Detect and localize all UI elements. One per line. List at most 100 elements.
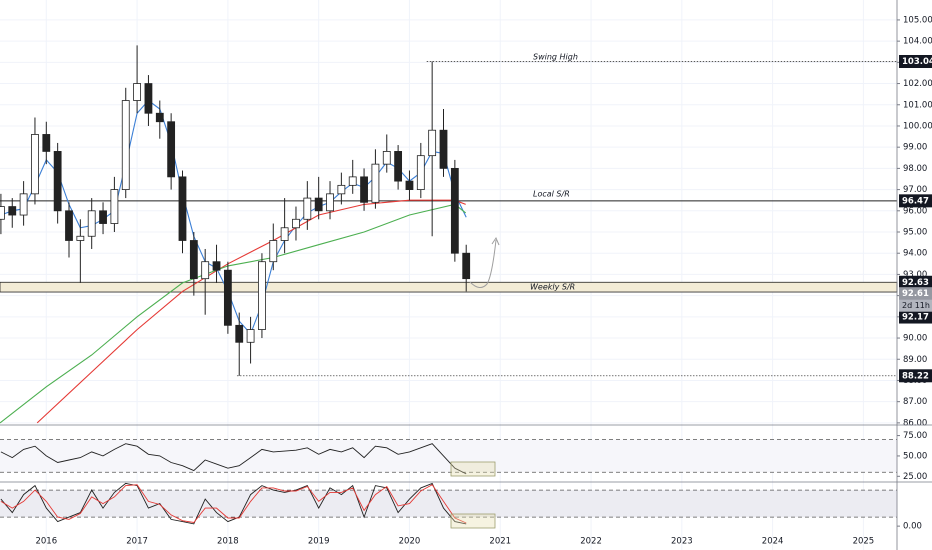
y-tick-label: 104.00 [903, 37, 932, 47]
candle-body [303, 197, 312, 220]
y-tick-label: 98.00 [903, 164, 927, 174]
candle-body [371, 163, 380, 203]
candle-body [87, 210, 96, 237]
y-tick-label: 0.00 [903, 522, 922, 532]
candle-body [167, 121, 176, 178]
candle-body [405, 180, 414, 190]
candle-body [258, 261, 266, 330]
annotation: Local S/R [533, 190, 570, 199]
price-label: 88.22 [902, 371, 929, 381]
y-tick-label: 25.00 [903, 472, 927, 482]
candle-body [382, 151, 391, 165]
candle-body [19, 193, 28, 216]
candle-body [337, 184, 346, 195]
y-tick-label: 86.00 [903, 418, 927, 428]
y-tick-label: 99.00 [903, 143, 927, 153]
candle-body [133, 83, 141, 101]
y-tick-label: 87.00 [903, 397, 927, 407]
x-tick-label: 2024 [762, 537, 784, 547]
y-tick-label: 95.00 [903, 228, 927, 238]
annotation: Weekly S/R [530, 283, 575, 292]
x-tick-label: 2018 [217, 537, 239, 547]
candle-body [99, 210, 107, 224]
candle-body [314, 197, 323, 212]
candle-body [394, 151, 403, 182]
candle-body [326, 193, 334, 212]
candle-body [360, 176, 368, 203]
y-tick-label: 93.00 [903, 270, 927, 280]
candle-body [155, 112, 164, 123]
indicator-band [0, 439, 897, 473]
y-tick-label: 89.00 [903, 355, 927, 365]
candle-body [65, 210, 73, 241]
x-tick-label: 2019 [308, 537, 330, 547]
y-tick-label: 50.00 [903, 451, 927, 461]
price-label: 92.63 [902, 278, 929, 288]
y-tick-label: 101.00 [903, 100, 932, 110]
sr-band [0, 281, 898, 293]
projection-head [491, 236, 500, 246]
x-tick-label: 2021 [489, 537, 511, 547]
x-tick-label: 2016 [35, 537, 57, 547]
candle-body [439, 129, 448, 169]
candle-body [212, 261, 221, 271]
countdown: 2d 11h [902, 301, 930, 310]
candle-body [121, 100, 130, 190]
price-label-bg [899, 369, 932, 383]
candle-body [450, 167, 459, 254]
candle-body [246, 329, 255, 343]
y-tick-label: 105.00 [903, 15, 932, 25]
candle-body [292, 218, 300, 229]
candle-body [110, 189, 119, 224]
candle-body [31, 134, 39, 195]
x-tick-label: 2025 [853, 537, 875, 547]
candle-body [462, 252, 471, 280]
y-tick-label: 90.00 [903, 334, 927, 344]
candle-body [53, 151, 62, 212]
y-tick-label: 102.00 [903, 79, 932, 89]
candle-body [223, 269, 232, 326]
price-label: 96.47 [902, 196, 929, 206]
price-label-bg [899, 55, 932, 69]
candle-body [416, 155, 425, 190]
projection [469, 239, 497, 288]
candle-body [76, 235, 85, 241]
y-tick-label: 75.00 [903, 431, 927, 441]
highlight-box [450, 461, 496, 477]
x-tick-label: 2022 [580, 537, 602, 547]
price-label-bg [899, 287, 932, 301]
candle-body [269, 240, 278, 263]
moving-average [0, 203, 467, 424]
candle-body [0, 206, 5, 220]
candle-body [189, 240, 198, 280]
annotation: Swing High [533, 53, 578, 62]
candle-body [144, 83, 153, 114]
x-tick-label: 2020 [399, 537, 421, 547]
price-label-bg [899, 194, 932, 208]
candle-body [42, 134, 51, 152]
indicator-line [0, 482, 467, 525]
x-tick-label: 2023 [671, 537, 693, 547]
candle-body [8, 206, 17, 216]
candle-body [280, 227, 289, 241]
candle-body [201, 261, 210, 280]
price-label-bg [899, 310, 932, 324]
candle-body [178, 176, 187, 241]
price-label: 92.17 [902, 313, 929, 323]
y-tick-label: 96.00 [903, 206, 927, 216]
y-tick-label: 97.00 [903, 185, 927, 195]
candle-body [235, 324, 244, 343]
indicator-band [0, 490, 897, 518]
candle-body [348, 176, 357, 186]
price-label: 103.04 [902, 57, 932, 67]
y-tick-label: 100.00 [903, 121, 932, 131]
candle-body [428, 129, 437, 157]
indicator-line [0, 443, 467, 475]
indicator-line [0, 484, 467, 524]
y-tick-label: 94.00 [903, 249, 927, 259]
countdown-bg [899, 299, 932, 312]
highlight-box [450, 513, 496, 529]
price-label: 92.61 [902, 289, 929, 299]
price-label-bg [899, 275, 932, 289]
